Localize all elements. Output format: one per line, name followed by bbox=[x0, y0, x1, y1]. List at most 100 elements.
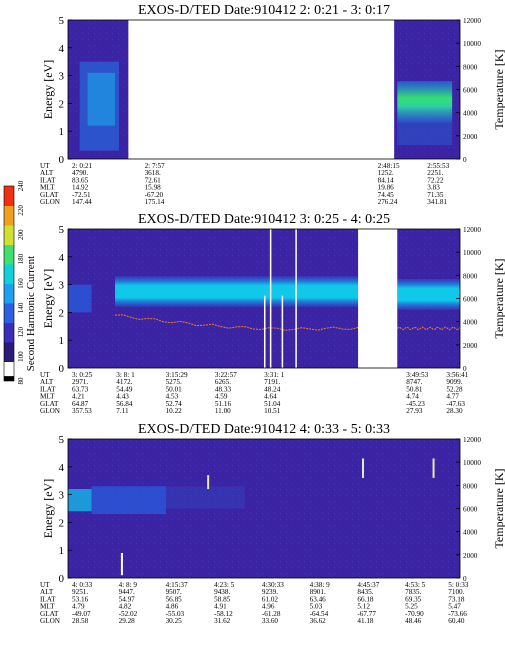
colorbar-tick-label: 100 bbox=[17, 351, 25, 362]
panel-2: EXOS-D/TED Date:910412 3: 0:25 - 4: 0:25… bbox=[40, 212, 505, 415]
ephemeris-value: 8901. bbox=[310, 588, 326, 596]
ephemeris-value: 10.22 bbox=[166, 407, 183, 415]
white-streak bbox=[295, 229, 297, 368]
colorbar-tick-label: 140 bbox=[17, 302, 25, 313]
colorbar-cell bbox=[4, 371, 14, 377]
colorbar-cell bbox=[4, 264, 14, 270]
ephemeris-value: 3:49:53 bbox=[406, 371, 428, 379]
ephemeris-value: 3: 0:25 bbox=[72, 371, 93, 379]
ephemeris-value: 54.97 bbox=[119, 595, 136, 603]
white-streak bbox=[264, 295, 266, 368]
signal-band bbox=[166, 486, 245, 509]
ephemeris-value: 276.24 bbox=[378, 198, 398, 206]
colorbar-cell bbox=[4, 342, 14, 348]
ephemeris-value: 4:45:37 bbox=[357, 581, 379, 589]
colorbar-cell bbox=[4, 307, 14, 314]
spectrogram-features bbox=[68, 276, 461, 331]
spike-mark bbox=[120, 552, 123, 576]
ephemeris-value: 41.18 bbox=[357, 617, 374, 625]
ephemeris-value: 357.53 bbox=[72, 407, 92, 415]
panel-title: EXOS-D/TED Date:910412 2: 0:21 - 3: 0:17 bbox=[138, 3, 390, 18]
ephemeris-value: 58.85 bbox=[214, 595, 231, 603]
ephemeris-value: 83.65 bbox=[72, 176, 89, 184]
colorbar-cell bbox=[4, 273, 14, 280]
colorbar: 80 100 120 140 160 180 200 220 240 Second Harmoni… bbox=[3, 180, 37, 385]
ephemeris-value: 8747. bbox=[406, 378, 422, 386]
ephemeris-value: 4:38: 9 bbox=[310, 581, 331, 589]
ephemeris-value: 74.45 bbox=[378, 191, 395, 199]
y-tick-label: 2 bbox=[59, 517, 65, 529]
y2-tick-label: 10000 bbox=[463, 40, 481, 48]
colorbar-cell bbox=[4, 210, 14, 216]
ephemeris-value: -49.07 bbox=[72, 610, 91, 618]
ephemeris-value: 8435. bbox=[357, 588, 373, 596]
ephemeris-value: -64.54 bbox=[310, 610, 329, 618]
colorbar-cell bbox=[4, 200, 14, 206]
ephemeris-label: GLON bbox=[40, 407, 61, 415]
ephemeris-label: ILAT bbox=[40, 176, 56, 184]
y2-tick-label: 8000 bbox=[463, 482, 478, 490]
colorbar-tick-label: 240 bbox=[17, 180, 25, 191]
ephemeris-value: 69.35 bbox=[405, 595, 422, 603]
ephemeris-value: 4.59 bbox=[215, 393, 228, 401]
colorbar-cell bbox=[4, 225, 14, 231]
colorbar-cell bbox=[4, 195, 14, 202]
data-gap bbox=[128, 20, 395, 159]
colorbar-cell bbox=[4, 337, 14, 343]
spectrogram-features bbox=[68, 458, 435, 576]
ephemeris-value: 48.46 bbox=[405, 617, 422, 625]
colorbar-cell bbox=[4, 322, 14, 328]
panel-title: EXOS-D/TED Date:910412 3: 0:25 - 4: 0:25 bbox=[138, 212, 390, 227]
spike-mark bbox=[362, 458, 364, 478]
colorbar-cell bbox=[4, 356, 14, 362]
panel-1: EXOS-D/TED Date:910412 2: 0:21 - 3: 0:17… bbox=[40, 3, 505, 206]
colorbar-cell bbox=[4, 268, 14, 275]
ephemeris-value: -45.23 bbox=[406, 400, 425, 408]
colorbar-tick-label: 160 bbox=[17, 278, 25, 289]
ephemeris-value: 33.60 bbox=[262, 617, 279, 625]
y2-tick-label: 8000 bbox=[463, 272, 478, 280]
y2-tick-label: 12000 bbox=[463, 436, 481, 444]
ephemeris-label: GLAT bbox=[40, 191, 59, 199]
y2-tick-label: 6000 bbox=[463, 87, 478, 95]
signal-band bbox=[87, 72, 116, 126]
ephemeris-label: ALT bbox=[40, 169, 54, 177]
ephemeris-value: 4.74 bbox=[406, 393, 419, 401]
y2-tick-label: 10000 bbox=[463, 459, 481, 467]
signal-band bbox=[91, 486, 166, 515]
y-axis-label: Energy [eV] bbox=[41, 479, 55, 538]
signal-band bbox=[397, 81, 453, 123]
ephemeris-value: 1252. bbox=[378, 169, 394, 177]
colorbar-tick-label: 200 bbox=[17, 229, 25, 240]
ephemeris-label: ILAT bbox=[40, 595, 56, 603]
colorbar-cell bbox=[4, 190, 14, 197]
ephemeris-value: -47.63 bbox=[446, 400, 465, 408]
y2-tick-label: 4000 bbox=[463, 529, 478, 537]
y-axis-label: Energy [eV] bbox=[41, 60, 55, 119]
ephemeris-value: 3.83 bbox=[427, 184, 440, 192]
spike-mark bbox=[432, 458, 435, 478]
ephemeris-value: 56.85 bbox=[166, 595, 183, 603]
ephemeris-value: 11.00 bbox=[215, 407, 231, 415]
ephemeris-label: MLT bbox=[40, 603, 55, 611]
colorbar-frame bbox=[3, 185, 15, 382]
colorbar-tick-label: 120 bbox=[17, 327, 25, 338]
ephemeris-value: 6265. bbox=[215, 378, 231, 386]
ephemeris-value: 30.25 bbox=[166, 617, 183, 625]
y2-tick-label: 0 bbox=[463, 156, 467, 164]
ephemeris-value: -52.02 bbox=[119, 610, 138, 618]
ephemeris-value: 4: 0:33 bbox=[72, 581, 93, 589]
ephemeris-value: 2: 0:21 bbox=[72, 162, 93, 170]
ephemeris-label: UT bbox=[40, 162, 50, 170]
y2-tick-label: 4000 bbox=[463, 319, 478, 327]
colorbar-cell bbox=[4, 327, 14, 333]
ephemeris-value: -67.20 bbox=[145, 191, 164, 199]
temperature-trace bbox=[114, 314, 359, 331]
y-tick-label: 4 bbox=[59, 43, 65, 55]
y-tick-label: 1 bbox=[59, 545, 65, 557]
ephemeris-value: 5.47 bbox=[448, 603, 461, 611]
ephemeris-value: 48.33 bbox=[215, 385, 232, 393]
ephemeris-value: 52.74 bbox=[166, 400, 183, 408]
signal-band bbox=[397, 279, 460, 310]
signal-band bbox=[68, 489, 92, 512]
